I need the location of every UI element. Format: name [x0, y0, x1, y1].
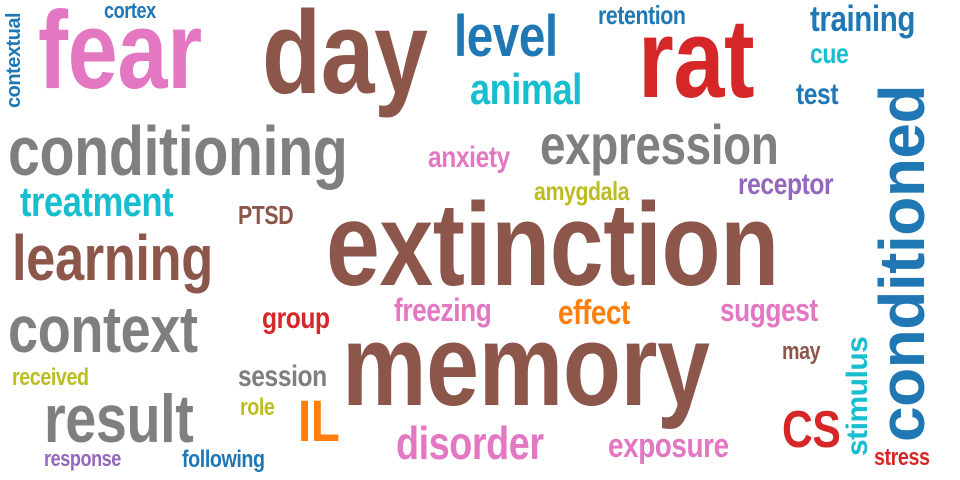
word-ptsd: PTSD: [238, 200, 294, 230]
word-cortex: cortex: [104, 0, 156, 23]
word-group: group: [262, 302, 330, 335]
word-il: IL: [298, 389, 340, 454]
word-expression: expression: [540, 113, 779, 176]
word-memory: memory: [342, 300, 710, 430]
word-receptor: receptor: [738, 168, 834, 201]
word-extinction: extinction: [326, 179, 779, 311]
word-may: may: [782, 338, 821, 365]
word-treatment: treatment: [20, 178, 174, 225]
word-cs: CS: [782, 401, 841, 459]
word-learning: learning: [12, 222, 213, 294]
word-role: role: [240, 394, 275, 421]
word-level: level: [454, 4, 558, 69]
word-result: result: [44, 381, 194, 457]
word-context: context: [8, 292, 198, 366]
word-stimulus: stimulus: [841, 336, 874, 456]
word-day: day: [262, 0, 428, 119]
word-freezing: freezing: [394, 292, 492, 328]
word-exposure: exposure: [608, 427, 729, 465]
word-test: test: [796, 78, 839, 111]
word-retention: retention: [598, 0, 686, 30]
word-effect: effect: [558, 294, 630, 332]
word-disorder: disorder: [396, 417, 544, 469]
word-animal: animal: [470, 65, 582, 114]
word-suggest: suggest: [720, 292, 818, 328]
word-training: training: [810, 0, 915, 39]
word-session: session: [238, 360, 327, 393]
word-response: response: [44, 446, 121, 471]
word-fear: fear: [38, 0, 202, 112]
word-anxiety: anxiety: [428, 141, 510, 174]
word-cue: cue: [810, 38, 849, 69]
word-amygdala: amygdala: [534, 176, 630, 206]
word-conditioned: conditioned: [866, 84, 938, 442]
word-following: following: [182, 446, 265, 473]
word-received: received: [12, 364, 89, 391]
word-contextual: contextual: [3, 12, 25, 108]
word-rat: rat: [638, 0, 755, 121]
word-stress: stress: [874, 444, 930, 471]
word-conditioning: conditioning: [8, 112, 348, 190]
